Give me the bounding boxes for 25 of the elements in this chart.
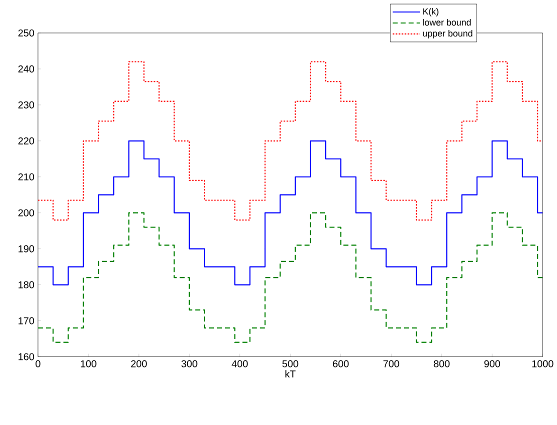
legend-label: lower bound (423, 19, 471, 26)
y-tick-label: 200 (18, 209, 34, 217)
x-tick-label: 400 (232, 360, 248, 368)
x-tick-label: 100 (80, 360, 96, 368)
y-tick-label: 160 (18, 353, 34, 360)
x-tick-label: 1000 (532, 360, 554, 368)
x-axis-title: kT (285, 370, 296, 378)
x-tick-label: 900 (484, 360, 500, 368)
y-tick-label: 210 (18, 174, 34, 181)
x-tick-label: 300 (181, 360, 198, 368)
x-tick-label: 0 (36, 360, 40, 368)
x-tick-label: 800 (434, 360, 450, 368)
y-tick-label: 230 (18, 102, 34, 109)
x-tick-label: 200 (131, 360, 147, 368)
y-tick-label: 180 (18, 281, 34, 288)
y-tick-label: 190 (18, 245, 34, 252)
x-tick-label: 500 (282, 360, 298, 368)
x-tick-label: 700 (383, 360, 400, 368)
y-tick-label: 170 (18, 317, 34, 324)
y-tick-label: 250 (18, 30, 34, 37)
y-tick-label: 220 (18, 138, 34, 145)
legend-label: K(k) (423, 8, 438, 17)
y-tick-label: 240 (18, 66, 34, 73)
x-tick-label: 600 (332, 360, 349, 368)
legend-label: upper bound (423, 30, 472, 38)
